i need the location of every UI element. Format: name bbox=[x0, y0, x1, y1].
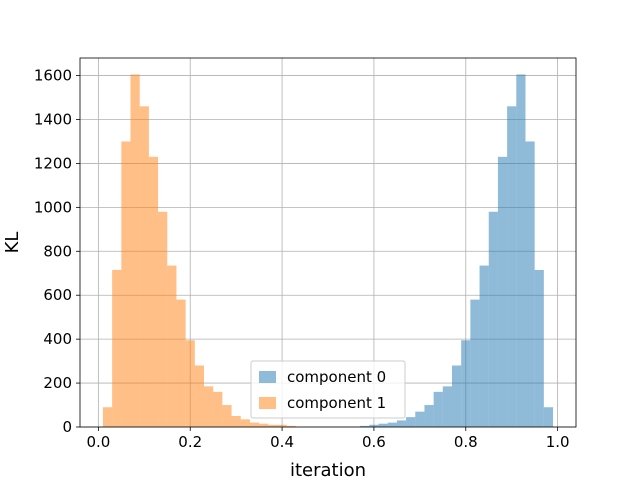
histogram-bar bbox=[158, 211, 168, 427]
histogram-bar bbox=[369, 424, 379, 427]
x-tick-label: 0.2 bbox=[178, 433, 202, 451]
y-tick-label: 1200 bbox=[34, 154, 72, 172]
histogram-bar bbox=[396, 420, 407, 427]
histogram-bar bbox=[360, 425, 370, 427]
histogram-bar bbox=[130, 74, 140, 428]
histogram-bar bbox=[433, 391, 443, 427]
x-tick-label: 0.6 bbox=[362, 433, 386, 451]
histogram-bar bbox=[479, 265, 489, 427]
x-tick-label: 0.0 bbox=[86, 433, 110, 451]
histogram-bar bbox=[507, 106, 517, 428]
legend-label: component 1 bbox=[287, 394, 386, 412]
histogram-bar bbox=[470, 299, 480, 427]
histogram-bars bbox=[102, 74, 554, 428]
axis-ticks: 0.0 0.2 0.4 0.6 0.8 1.0 0 200 400 600 800 1000 1200 1… bbox=[34, 67, 570, 451]
histogram-bar bbox=[415, 411, 425, 427]
x-tick-label: 1.0 bbox=[546, 433, 570, 451]
histogram-bar bbox=[185, 340, 195, 427]
histogram-bar bbox=[231, 416, 241, 427]
histogram-bar bbox=[102, 407, 113, 427]
y-tick-label: 0 bbox=[62, 418, 72, 436]
histogram-bar bbox=[139, 106, 149, 428]
histogram-bar bbox=[424, 405, 434, 427]
histogram-bar bbox=[240, 419, 250, 427]
histogram-bar bbox=[259, 423, 269, 427]
legend-swatch bbox=[259, 371, 276, 383]
y-tick-label: 1600 bbox=[34, 67, 72, 85]
histogram-bar bbox=[176, 299, 186, 427]
histogram-bar bbox=[268, 424, 278, 427]
histogram-bar bbox=[148, 156, 159, 427]
y-tick-label: 400 bbox=[43, 330, 72, 348]
series-1-bars bbox=[102, 74, 296, 428]
x-axis-label: iteration bbox=[290, 460, 366, 480]
y-tick-label: 200 bbox=[43, 374, 72, 392]
legend-label: component 0 bbox=[287, 368, 386, 386]
x-tick-label: 0.8 bbox=[454, 433, 478, 451]
histogram-bar bbox=[534, 269, 544, 427]
histogram-bar bbox=[387, 422, 397, 427]
histogram-bar bbox=[452, 365, 462, 427]
y-axis-label: KL bbox=[2, 232, 23, 254]
series-0-bars bbox=[360, 74, 554, 428]
histogram-bar bbox=[442, 386, 452, 427]
histogram-bar bbox=[204, 386, 214, 427]
histogram-bar bbox=[461, 340, 471, 427]
legend-box bbox=[250, 360, 406, 419]
histogram-bar bbox=[222, 405, 232, 427]
histogram-bar bbox=[194, 365, 204, 427]
histogram-bar bbox=[249, 422, 260, 427]
histogram-bar bbox=[516, 74, 526, 428]
y-tick-label: 800 bbox=[43, 242, 72, 260]
histogram-bar bbox=[406, 417, 416, 427]
histogram-bar bbox=[525, 141, 535, 427]
legend: component 0 component 1 bbox=[250, 360, 406, 419]
histogram-bar bbox=[497, 156, 508, 427]
histogram-bar bbox=[213, 391, 223, 427]
plot-frame bbox=[79, 57, 577, 428]
histogram-bar bbox=[543, 407, 554, 427]
histogram-bar bbox=[112, 269, 122, 427]
histogram-bar bbox=[167, 265, 177, 427]
histogram-bar bbox=[286, 425, 296, 427]
y-tick-label: 600 bbox=[43, 286, 72, 304]
histogram-bar bbox=[378, 423, 388, 427]
x-tick-label: 0.4 bbox=[270, 433, 294, 451]
legend-swatch bbox=[259, 397, 276, 409]
y-tick-label: 1000 bbox=[34, 198, 72, 216]
histogram-bar bbox=[488, 211, 498, 427]
histogram-bar bbox=[121, 141, 131, 427]
y-tick-label: 1400 bbox=[34, 111, 72, 129]
histogram-bar bbox=[277, 424, 287, 427]
